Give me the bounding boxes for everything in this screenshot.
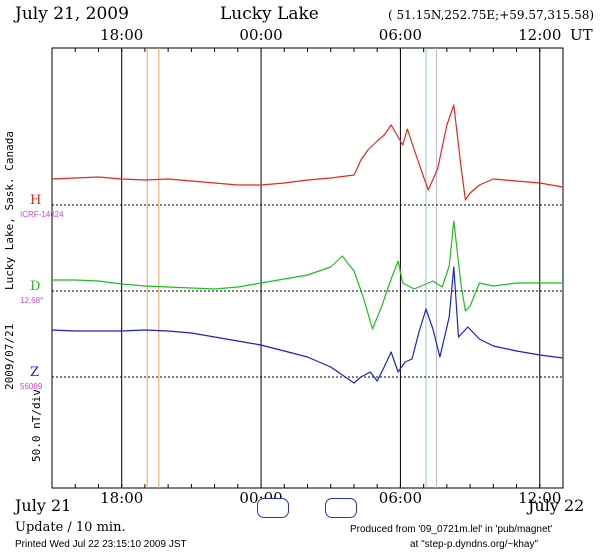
tick-label-bottom: 06:00 (379, 489, 422, 507)
station-coordinates: ( 51.15N,252.75E;+59.57,315.58) (388, 8, 595, 22)
series-label-d: D (30, 279, 40, 294)
footer-right-date: July 22 (528, 496, 585, 515)
baseline-value-d: 12.68° (20, 296, 43, 305)
series-label-h: H (30, 193, 41, 208)
tick-label-top: 18:00 (100, 26, 143, 44)
plot-date-title: July 21, 2009 (15, 4, 129, 24)
scale-vertical-label: 50.0 nT/div (30, 389, 43, 462)
next-day-button[interactable] (325, 498, 357, 518)
produced-from-text: Produced from '09_0721m.lel' in 'pub/mag… (350, 524, 553, 535)
series-line-h (51, 104, 564, 201)
ut-axis-label: UT (570, 26, 593, 44)
printed-timestamp: Printed Wed Jul 22 23:15:10 2009 JST (15, 539, 187, 550)
plot-frame (51, 47, 564, 489)
series-line-d (52, 220, 563, 330)
tick-label-top: 00:00 (239, 26, 282, 44)
baseline-value-z: 56089 (20, 382, 43, 391)
baseline-value-h: ICRF-14624 (20, 210, 64, 219)
tick-label-top: 06:00 (379, 26, 422, 44)
footer-left-date: July 21 (15, 496, 72, 515)
date-vertical-label: 2009/07/21 (3, 323, 16, 390)
station-vertical-label: Lucky Lake, Sask. Canada (3, 131, 16, 290)
series-label-z: Z (30, 365, 39, 380)
series-line-z (51, 266, 564, 384)
station-title: Lucky Lake (220, 4, 319, 24)
tick-label-bottom: 12:00 (518, 489, 561, 507)
update-interval-text: Update / 10 min. (15, 520, 126, 535)
tick-label-bottom: 18:00 (100, 489, 143, 507)
tick-label-top: 12:00 (518, 26, 561, 44)
previous-day-button[interactable] (257, 498, 289, 518)
source-site-text: at "step-p.dyndns.org/~khay" (410, 539, 539, 550)
